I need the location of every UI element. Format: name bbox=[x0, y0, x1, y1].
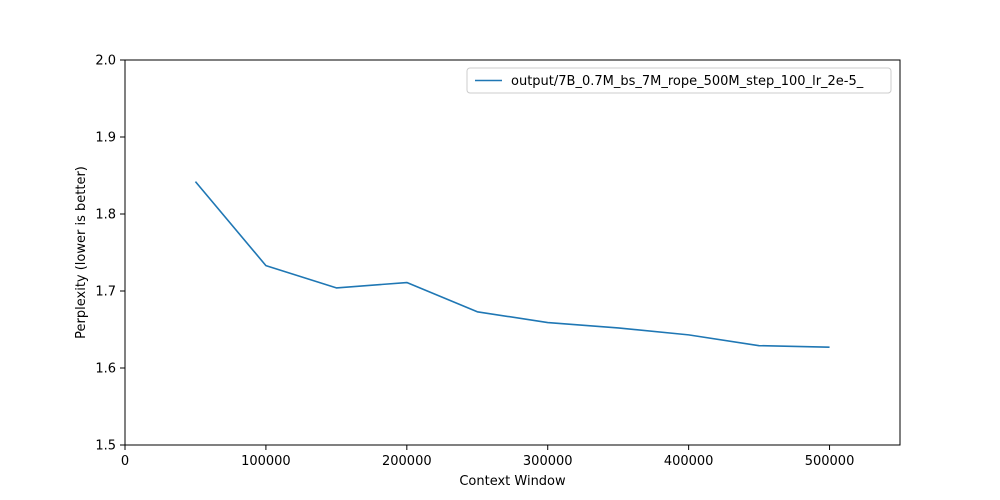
plot-area bbox=[124, 59, 901, 446]
y-axis-label: Perplexity (lower is better) bbox=[74, 166, 89, 339]
x-tick-label: 500000 bbox=[805, 454, 855, 469]
x-tick-label: 400000 bbox=[664, 454, 714, 469]
x-tick-label: 0 bbox=[121, 454, 129, 469]
series-line bbox=[194, 181, 830, 349]
y-tick-label: 1.8 bbox=[95, 208, 116, 223]
x-axis-label: Context Window bbox=[459, 474, 566, 489]
x-tick-label: 200000 bbox=[382, 454, 432, 469]
x-axis-ticks: 0 100000 200000 300000 400000 500000 bbox=[121, 445, 855, 469]
y-tick-label: 1.9 bbox=[95, 131, 116, 146]
legend-box bbox=[466, 67, 892, 94]
x-tick-label: 100000 bbox=[241, 454, 291, 469]
y-tick-label: 1.7 bbox=[95, 285, 116, 300]
series-layer bbox=[194, 181, 830, 349]
legend-entry-label: output/7B_0.7M_bs_7M_rope_500M_step_100_… bbox=[511, 74, 864, 89]
y-tick-label: 1.5 bbox=[95, 439, 116, 454]
plot-frame bbox=[124, 59, 901, 446]
x-tick-label: 300000 bbox=[523, 454, 573, 469]
legend: output/7B_0.7M_bs_7M_rope_500M_step_100_… bbox=[466, 67, 892, 94]
y-tick-label: 1.6 bbox=[95, 362, 116, 377]
y-tick-label: 2.0 bbox=[95, 54, 116, 69]
y-axis-ticks: 1.5 1.6 1.7 1.8 1.9 2.0 bbox=[95, 54, 125, 454]
